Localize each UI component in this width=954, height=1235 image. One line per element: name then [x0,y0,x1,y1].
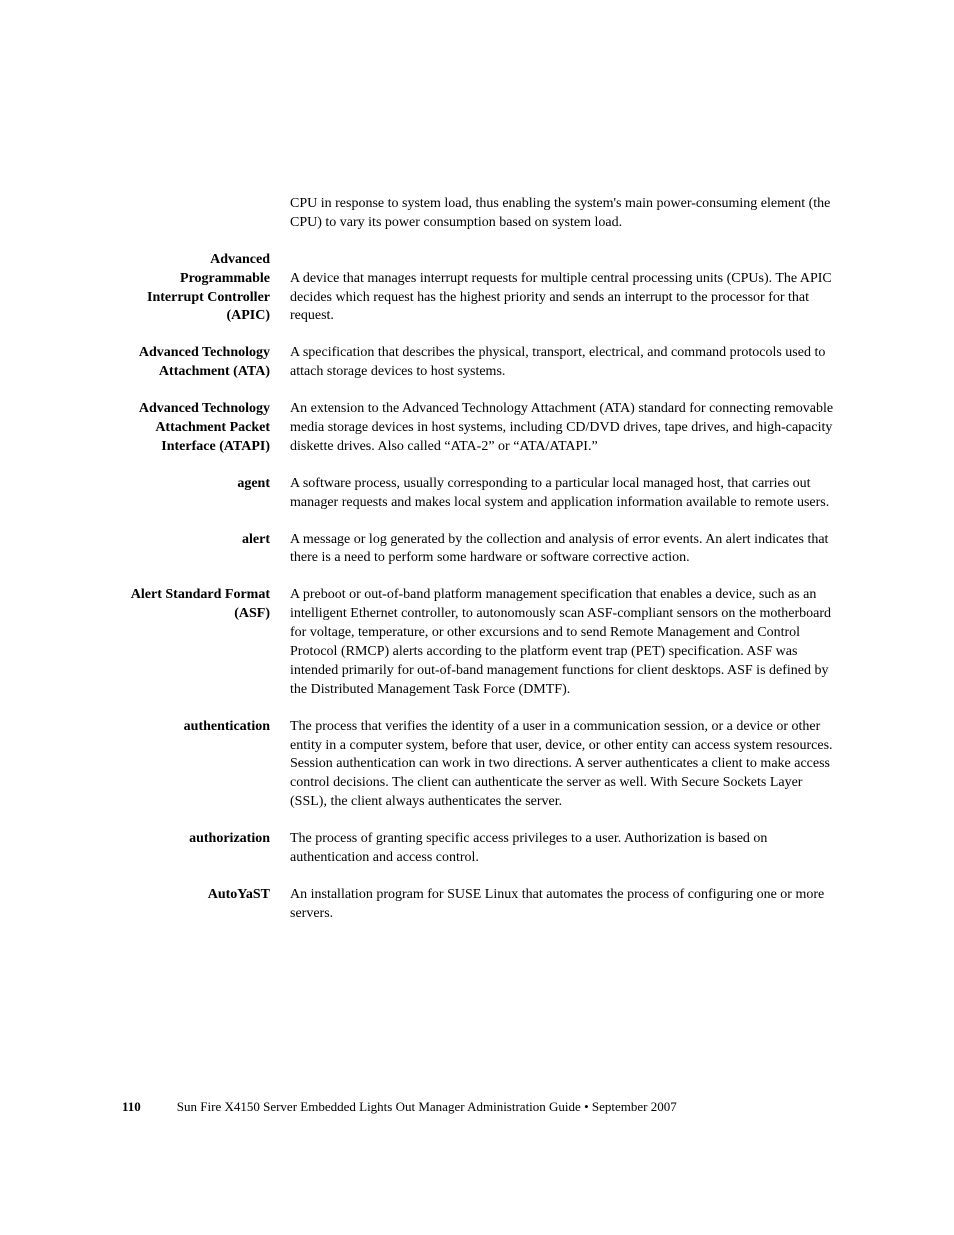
definition: The process of granting specific access … [290,830,839,868]
page-content: CPU in response to system load, thus ena… [0,0,954,924]
term-line: Advanced Technology [122,400,270,419]
glossary-entry: Advanced Programmable Interrupt Controll… [122,251,839,327]
term-line: (ASF) [122,605,270,624]
term-line: (APIC) [122,307,270,326]
glossary-entry: AutoYaST An installation program for SUS… [122,886,839,924]
term-line: Alert Standard Format [122,586,270,605]
term-line: Interrupt Controller [122,289,270,308]
glossary-entry: Alert Standard Format (ASF) A preboot or… [122,586,839,699]
term-line: Interface (ATAPI) [122,438,270,457]
term-line: Attachment (ATA) [122,363,270,382]
glossary-entry: Advanced Technology Attachment (ATA) A s… [122,344,839,382]
term-line: Advanced [122,251,270,270]
definition: The process that verifies the identity o… [290,718,839,812]
glossary-entry: authorization The process of granting sp… [122,830,839,868]
term-line: Attachment Packet [122,419,270,438]
definition: A preboot or out-of-band platform manage… [290,586,839,699]
definition: A message or log generated by the collec… [290,531,839,569]
term: Advanced Technology Attachment (ATA) [122,344,290,382]
glossary-entry: authentication The process that verifies… [122,718,839,812]
definition: An installation program for SUSE Linux t… [290,886,839,924]
definition: An extension to the Advanced Technology … [290,400,839,457]
glossary-entry: agent A software process, usually corres… [122,475,839,513]
term: agent [122,475,290,494]
footer-text: Sun Fire X4150 Server Embedded Lights Ou… [177,1099,677,1115]
glossary-entry: alert A message or log generated by the … [122,531,839,569]
term: Advanced Technology Attachment Packet In… [122,400,290,457]
term: Advanced Programmable Interrupt Controll… [122,251,290,327]
page-footer: 110 Sun Fire X4150 Server Embedded Light… [122,1099,839,1115]
term: alert [122,531,290,550]
term: authentication [122,718,290,737]
definition: A software process, usually correspondin… [290,475,839,513]
definition: A specification that describes the physi… [290,344,839,382]
term: Alert Standard Format (ASF) [122,586,290,624]
term: authorization [122,830,290,849]
definition: A device that manages interrupt requests… [290,270,839,327]
glossary-entry: Advanced Technology Attachment Packet In… [122,400,839,457]
definition: CPU in response to system load, thus ena… [290,195,839,233]
term-line: Advanced Technology [122,344,270,363]
glossary-entry: CPU in response to system load, thus ena… [122,195,839,233]
term: AutoYaST [122,886,290,905]
page-number: 110 [122,1099,141,1115]
term-line: Programmable [122,270,270,289]
